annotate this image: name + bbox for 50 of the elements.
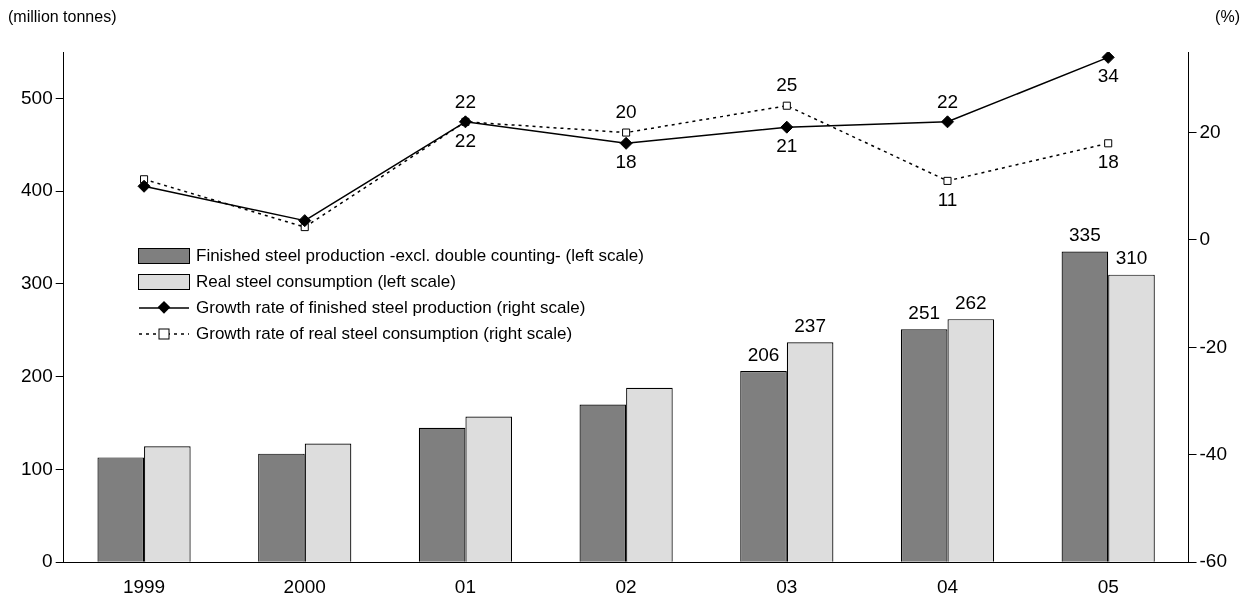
data-label: 310 [1115, 247, 1148, 269]
y2-tick-label: -60 [1199, 550, 1228, 572]
point [1104, 139, 1113, 148]
y-tick-label: 200 [21, 364, 53, 386]
x-tick-label: 2000 [283, 575, 326, 597]
data-label: 206 [747, 343, 780, 365]
point [943, 176, 952, 185]
data-label: 237 [794, 315, 826, 337]
point [941, 115, 954, 129]
point [1101, 52, 1115, 64]
point [782, 101, 791, 110]
y-tick-label: 0 [42, 550, 53, 572]
data-label: 20 [615, 101, 637, 123]
x-tick-label: 02 [615, 575, 637, 597]
point [619, 136, 633, 150]
legend-label: Growth rate of finished steel production (right scale) [196, 297, 586, 319]
y2-tick-label: 0 [1199, 228, 1211, 250]
y2-tick-label: -20 [1199, 335, 1228, 357]
y2-axis-title: (%) [1215, 8, 1240, 27]
legend-label: Finished steel production -excl. double counting- (left scale) [196, 245, 644, 267]
y2-tick-label: 20 [1199, 120, 1221, 142]
x-tick-label: 01 [454, 575, 476, 597]
legend-label: Growth rate of real steel consumption (right scale) [196, 323, 573, 345]
data-label: 22 [454, 90, 476, 112]
data-label: 18 [1097, 151, 1119, 173]
y2-tick-label: -40 [1199, 443, 1228, 465]
x-tick-label: 03 [776, 575, 798, 597]
data-label: 22 [936, 90, 959, 112]
data-label: 21 [776, 134, 798, 156]
data-label: 251 [908, 302, 941, 324]
x-tick-label: 04 [936, 575, 959, 597]
x-tick-label: 1999 [122, 575, 166, 597]
data-label: 11 [937, 188, 958, 210]
data-label: 18 [615, 151, 637, 173]
data-label: 25 [776, 74, 798, 96]
legend-label: Real steel consumption (left scale) [196, 271, 456, 293]
y-tick-label: 500 [21, 86, 53, 108]
data-label: 22 [454, 129, 476, 151]
point [622, 128, 631, 137]
point [298, 214, 312, 228]
y-axis-title: (million tonnes) [8, 8, 117, 27]
point [780, 120, 794, 134]
y-tick-label: 400 [21, 179, 53, 201]
point [137, 179, 151, 193]
y-tick-label: 100 [21, 457, 53, 479]
data-label: 262 [954, 291, 987, 313]
data-label: 335 [1069, 224, 1101, 246]
data-label: 34 [1097, 65, 1120, 87]
y-tick-label: 300 [21, 272, 53, 294]
x-tick-label: 05 [1097, 575, 1119, 597]
